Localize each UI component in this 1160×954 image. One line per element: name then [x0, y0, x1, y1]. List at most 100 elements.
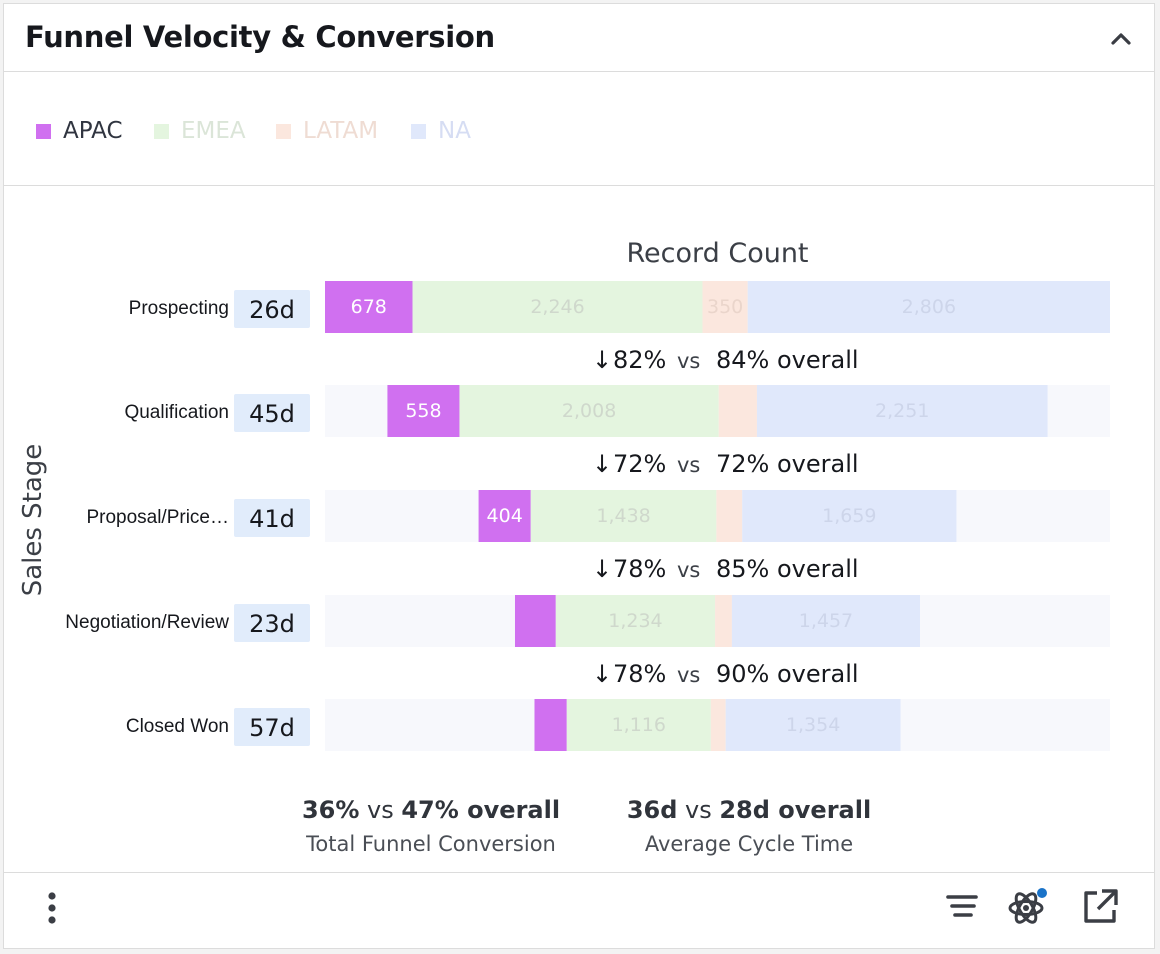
bar-segment-latam [702, 281, 748, 333]
conversion-vs: vs [677, 558, 700, 582]
funnel-chart: Record Count Sales Stage Prospecting 26d 678… [18, 238, 1110, 856]
bar-segment-emea [530, 490, 717, 542]
down-arrow-icon: ↓ [592, 555, 612, 583]
conversion-rate: 78% [613, 660, 666, 688]
bar-segment-latam [718, 385, 757, 437]
data-label: 404 [487, 505, 523, 527]
data-label: 2,251 [875, 400, 929, 422]
bar-segment-apac [514, 595, 556, 647]
conversion-vs: vs [677, 349, 700, 373]
total-funnel-conversion-overall: 47% overall [401, 796, 560, 824]
legend-swatch [411, 123, 426, 139]
cycle-time-badge [234, 708, 310, 746]
cycle-time-value: 45d [249, 400, 295, 428]
bar-segment-emea [566, 699, 711, 751]
total-funnel-conversion-summary: 36% vs 47% overall [302, 796, 560, 824]
stage-label: Closed Won [126, 716, 229, 737]
data-label: 1,659 [822, 505, 876, 527]
conversion-rate: 82% [613, 346, 666, 374]
more-vertical-icon[interactable] [44, 889, 60, 927]
data-label: 678 [351, 296, 387, 318]
data-label: 2,246 [530, 296, 584, 318]
legend-label: APAC [63, 118, 123, 144]
bar-segment-apac [478, 490, 531, 542]
total-funnel-conversion-vs: vs [359, 796, 401, 824]
data-label: 2,008 [562, 400, 616, 422]
external-link-icon[interactable] [1080, 887, 1120, 927]
legend-label: NA [438, 118, 471, 144]
conversion-rate: 72% [613, 450, 666, 478]
legend-swatch [154, 123, 169, 139]
y-axis-label: Sales Stage [18, 444, 48, 597]
conversion-rate: 78% [613, 555, 666, 583]
overall-conversion: 85% overall [716, 555, 859, 583]
chart-title: Record Count [626, 238, 808, 269]
down-arrow-icon: ↓ [592, 660, 612, 688]
cycle-time-value: 23d [249, 610, 295, 638]
chart-legend: APAC EMEA LATAM NA [4, 72, 1154, 186]
cycle-time-value: 26d [249, 296, 295, 324]
average-cycle-time-value: 36d [627, 796, 678, 824]
cycle-time-badge [234, 394, 310, 432]
bar-segment-na [731, 595, 921, 647]
down-arrow-icon: ↓ [592, 346, 612, 374]
bar-segment-apac [387, 385, 460, 437]
bar-segment-na [756, 385, 1048, 437]
dashboard-card: Funnel Velocity & Conversion APAC EMEA L… [3, 3, 1155, 949]
bar-segment-na [725, 699, 901, 751]
cycle-time-value: 41d [249, 505, 295, 533]
bar-segment-emea [412, 281, 703, 333]
bar-segment-latam [715, 595, 732, 647]
bar-segment-na [747, 281, 1110, 333]
bar-segment-emea [459, 385, 719, 437]
cycle-time-badge [234, 499, 310, 537]
total-funnel-conversion-value: 36% [302, 796, 359, 824]
card-title: Funnel Velocity & Conversion [25, 20, 495, 54]
stage-label: Negotiation/Review [65, 612, 229, 633]
chevron-up-icon [1111, 33, 1131, 45]
legend-label: LATAM [303, 118, 379, 144]
legend-item-latam[interactable]: LATAM [276, 118, 378, 144]
data-label: 1,116 [612, 714, 666, 736]
data-label: 2,806 [902, 296, 956, 318]
card-footer [4, 872, 1154, 948]
notification-dot [1037, 888, 1047, 898]
bar-segment-apac [534, 699, 567, 751]
data-label: 1,457 [799, 610, 853, 632]
collapse-button[interactable] [1106, 24, 1136, 54]
filter-lines-icon[interactable] [944, 889, 980, 925]
legend-item-na[interactable]: NA [411, 118, 471, 144]
bar-segment-apac [325, 281, 413, 333]
average-cycle-time-label: Average Cycle Time [645, 832, 853, 856]
stage-label: Qualification [124, 402, 229, 423]
data-label: 558 [405, 400, 441, 422]
average-cycle-time-vs: vs [677, 796, 719, 824]
conversion-vs: vs [677, 453, 700, 477]
legend-item-apac[interactable]: APAC [36, 118, 123, 144]
data-label: 1,438 [596, 505, 650, 527]
legend-item-emea[interactable]: EMEA [154, 118, 246, 144]
overall-conversion: 90% overall [716, 660, 859, 688]
bar-segment-latam [710, 699, 726, 751]
legend-swatch [276, 123, 291, 139]
down-arrow-icon: ↓ [592, 450, 612, 478]
overall-conversion: 84% overall [716, 346, 859, 374]
bar-segment-na [742, 490, 957, 542]
average-cycle-time-summary: 36d vs 28d overall [627, 796, 871, 824]
bar-segment-emea [555, 595, 716, 647]
average-cycle-time-overall: 28d overall [719, 796, 871, 824]
card-header: Funnel Velocity & Conversion [4, 4, 1154, 72]
atom-icon[interactable] [1006, 885, 1050, 929]
data-label: 1,234 [608, 610, 662, 632]
legend-swatch [36, 123, 51, 139]
cycle-time-value: 57d [249, 714, 295, 742]
data-label: 1,354 [786, 714, 840, 736]
overall-conversion: 72% overall [716, 450, 859, 478]
cycle-time-badge [234, 290, 310, 328]
stage-label: Proposal/Price… [86, 507, 229, 528]
conversion-vs: vs [677, 663, 700, 687]
data-label: 350 [707, 296, 743, 318]
bar-segment-latam [716, 490, 743, 542]
legend-label: EMEA [181, 118, 246, 144]
cycle-time-badge [234, 604, 310, 642]
